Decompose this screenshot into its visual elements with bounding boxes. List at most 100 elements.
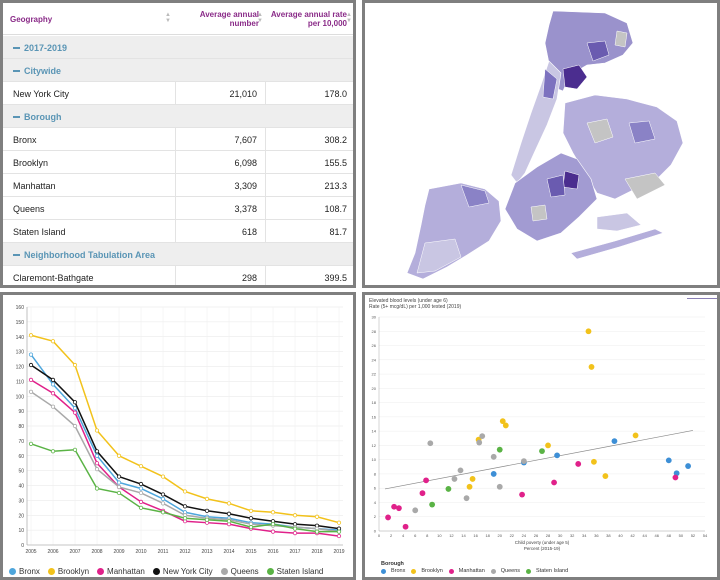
legend-item[interactable]: Staten Island bbox=[266, 567, 323, 576]
legend-item[interactable]: Queens bbox=[220, 567, 259, 576]
rate-column-header[interactable]: Average annual rate per 10,000 bbox=[265, 3, 351, 35]
data-point[interactable] bbox=[116, 484, 122, 490]
data-point[interactable] bbox=[336, 533, 342, 539]
map-staten-island-dark[interactable] bbox=[460, 184, 490, 208]
data-point[interactable] bbox=[138, 486, 144, 491]
scatter-point[interactable] bbox=[451, 476, 458, 482]
map-brooklyn-gray[interactable] bbox=[530, 204, 548, 222]
data-point[interactable] bbox=[50, 391, 56, 396]
scatter-point[interactable] bbox=[466, 483, 473, 490]
scatter-point[interactable] bbox=[490, 453, 497, 460]
scatter-point[interactable] bbox=[391, 503, 397, 510]
table-row[interactable]: Staten Island 618 81.7 bbox=[3, 220, 353, 243]
data-point[interactable] bbox=[50, 404, 56, 409]
data-point[interactable] bbox=[160, 501, 166, 506]
data-point[interactable] bbox=[116, 453, 122, 458]
scatter-point[interactable] bbox=[445, 486, 452, 492]
map-bronx-gray[interactable] bbox=[614, 30, 628, 48]
data-point[interactable] bbox=[182, 504, 188, 509]
map-manhattan-north[interactable] bbox=[542, 68, 558, 100]
scatter-point[interactable] bbox=[545, 442, 551, 449]
data-point[interactable] bbox=[28, 333, 34, 338]
collapse-icon[interactable] bbox=[13, 253, 20, 256]
data-point[interactable] bbox=[72, 423, 78, 429]
data-point[interactable] bbox=[116, 480, 122, 485]
data-point[interactable] bbox=[72, 410, 78, 415]
data-point[interactable] bbox=[336, 520, 342, 525]
data-point[interactable] bbox=[204, 508, 210, 513]
map-rockaway[interactable] bbox=[570, 228, 664, 260]
legend-item[interactable]: Manhattan bbox=[97, 567, 145, 576]
scatter-point[interactable] bbox=[479, 433, 486, 440]
scatter-point[interactable] bbox=[665, 457, 672, 464]
data-point[interactable] bbox=[72, 400, 78, 405]
data-point[interactable] bbox=[314, 514, 320, 519]
scatter-point[interactable] bbox=[588, 364, 595, 370]
collapse-icon[interactable] bbox=[13, 46, 20, 49]
data-point[interactable] bbox=[72, 447, 78, 452]
table-row[interactable]: Brooklyn 6,098 155.5 bbox=[3, 151, 353, 174]
legend-item[interactable]: Brooklyn bbox=[47, 567, 89, 576]
data-point[interactable] bbox=[160, 492, 166, 497]
data-point[interactable] bbox=[116, 474, 122, 479]
collapse-icon[interactable] bbox=[13, 69, 20, 72]
scatter-point[interactable] bbox=[499, 418, 506, 425]
legend-item[interactable]: Bronx bbox=[381, 568, 405, 574]
data-point[interactable] bbox=[28, 441, 34, 446]
legend-item[interactable]: Staten Island bbox=[526, 568, 568, 574]
scatter-point[interactable] bbox=[554, 452, 560, 459]
data-point[interactable] bbox=[50, 382, 56, 387]
data-point[interactable] bbox=[248, 516, 254, 521]
map-brooklyn-mid[interactable] bbox=[546, 174, 566, 198]
data-point[interactable] bbox=[204, 496, 210, 501]
table-row[interactable]: Queens 3,378 108.7 bbox=[3, 197, 353, 220]
scatter-point[interactable] bbox=[429, 501, 436, 508]
collapse-icon[interactable] bbox=[13, 115, 20, 118]
scatter-point[interactable] bbox=[457, 467, 464, 474]
table-scrollbar-thumb[interactable] bbox=[353, 35, 356, 55]
data-point[interactable] bbox=[94, 428, 100, 433]
data-point[interactable] bbox=[292, 526, 298, 531]
scatter-point[interactable] bbox=[396, 505, 402, 512]
data-point[interactable] bbox=[248, 525, 254, 530]
data-point[interactable] bbox=[226, 501, 232, 506]
scatter-point[interactable] bbox=[385, 514, 391, 521]
scatter-point[interactable] bbox=[469, 476, 476, 482]
scatter-point[interactable] bbox=[585, 328, 592, 335]
map-jamaica-bay[interactable] bbox=[596, 212, 642, 232]
data-point[interactable] bbox=[292, 513, 298, 518]
data-point[interactable] bbox=[226, 511, 232, 516]
geography-column-header[interactable]: Geography bbox=[10, 3, 170, 35]
table-group-row[interactable]: Neighborhood Tabulation Area bbox=[3, 243, 353, 266]
table-group-row[interactable]: Borough bbox=[3, 105, 353, 128]
data-point[interactable] bbox=[138, 464, 144, 469]
data-point[interactable] bbox=[94, 453, 100, 458]
sort-icon[interactable]: ▲ ▼ bbox=[346, 12, 352, 24]
scatter-point[interactable] bbox=[423, 477, 429, 484]
data-point[interactable] bbox=[50, 377, 56, 382]
scatter-point[interactable] bbox=[551, 479, 557, 486]
data-point[interactable] bbox=[94, 449, 100, 454]
scatter-point[interactable] bbox=[632, 432, 639, 439]
data-point[interactable] bbox=[226, 519, 232, 524]
scatter-point[interactable] bbox=[539, 448, 545, 455]
data-point[interactable] bbox=[138, 490, 144, 496]
data-point[interactable] bbox=[138, 481, 144, 487]
scatter-point[interactable] bbox=[427, 440, 434, 447]
data-point[interactable] bbox=[182, 489, 188, 494]
table-row[interactable]: Claremont-Bathgate 298 399.5 bbox=[3, 266, 353, 285]
data-point[interactable] bbox=[160, 510, 166, 515]
data-point[interactable] bbox=[72, 406, 78, 411]
legend-item[interactable]: Manhattan bbox=[448, 568, 485, 574]
data-point[interactable] bbox=[28, 389, 34, 394]
table-scrollbar[interactable] bbox=[353, 35, 356, 285]
data-point[interactable] bbox=[160, 496, 166, 501]
scatter-point[interactable] bbox=[412, 507, 419, 514]
data-point[interactable] bbox=[270, 529, 276, 534]
map-queens-dark[interactable] bbox=[628, 120, 656, 144]
data-point[interactable] bbox=[72, 362, 78, 368]
data-point[interactable] bbox=[94, 486, 100, 491]
data-point[interactable] bbox=[182, 516, 188, 521]
data-point[interactable] bbox=[94, 461, 100, 466]
table-row[interactable]: Manhattan 3,309 213.3 bbox=[3, 174, 353, 197]
